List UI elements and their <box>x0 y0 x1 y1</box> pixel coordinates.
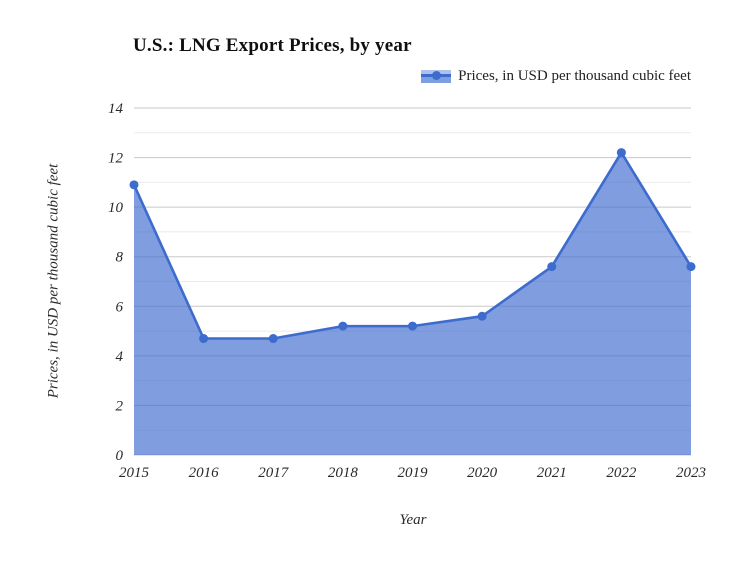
y-tick-label: 2 <box>116 398 124 414</box>
legend-label: Prices, in USD per thousand cubic feet <box>458 68 691 84</box>
x-tick-label: 2015 <box>119 465 150 481</box>
y-tick-label: 8 <box>116 250 124 266</box>
x-tick-label: 2018 <box>328 465 359 481</box>
y-tick-label: 6 <box>116 299 124 315</box>
data-point-2019 <box>408 321 417 331</box>
data-point-2022 <box>616 148 626 158</box>
data-point-2017 <box>268 334 278 344</box>
x-tick-label: 2020 <box>467 465 498 481</box>
y-tick-label: 14 <box>108 101 124 117</box>
x-tick-label: 2019 <box>398 465 429 481</box>
x-tick-label: 2016 <box>189 465 220 481</box>
legend-dot-icon <box>431 71 441 80</box>
chart-title: U.S.: LNG Export Prices, by year <box>133 35 412 56</box>
data-point-2023 <box>686 262 696 272</box>
y-tick-label: 0 <box>116 448 124 464</box>
x-axis-title: Year <box>399 512 427 528</box>
x-tick-label: 2023 <box>676 465 706 481</box>
x-tick-label: 2021 <box>537 465 567 481</box>
data-point-2016 <box>199 334 209 344</box>
x-tick-label: 2017 <box>258 465 290 481</box>
legend: Prices, in USD per thousand cubic feet <box>421 68 691 85</box>
data-point-2015 <box>129 180 139 190</box>
data-point-2018 <box>338 321 348 331</box>
y-tick-label: 4 <box>116 349 124 365</box>
x-tick-label: 2022 <box>606 465 637 481</box>
area-fill <box>134 152 691 455</box>
data-point-2021 <box>547 262 557 272</box>
legend-series-swatch-icon <box>421 70 452 83</box>
y-tick-label: 10 <box>108 200 124 216</box>
y-tick-label: 12 <box>108 151 124 167</box>
data-point-2020 <box>477 311 487 321</box>
